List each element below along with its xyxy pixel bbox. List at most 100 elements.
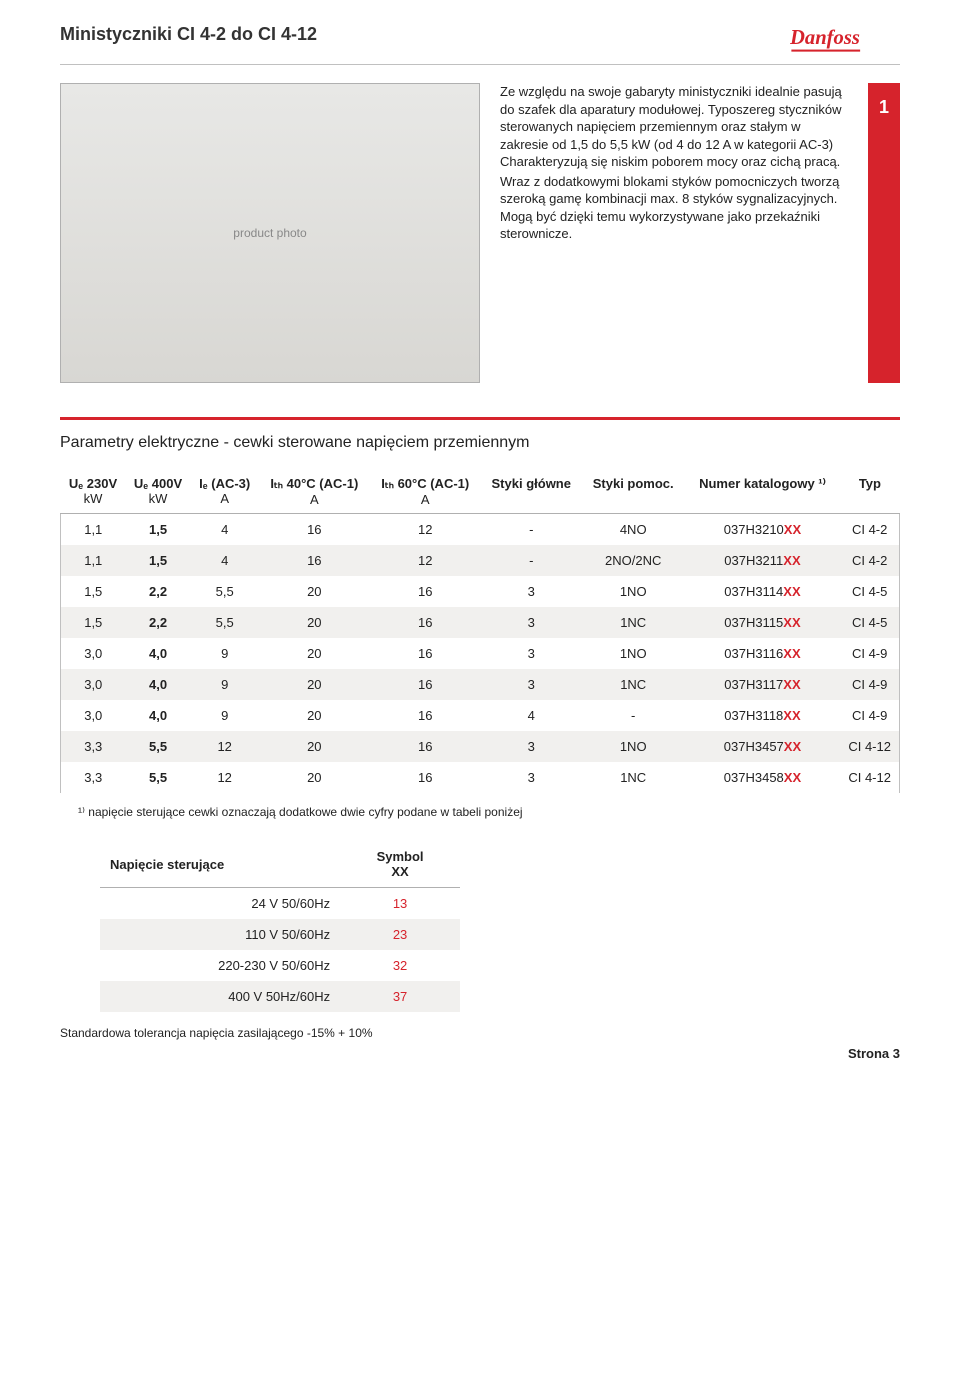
table-row: 3,04,09201631NO037H3116XXCI 4-9 [61,638,900,669]
voltage-row: 110 V 50/60Hz23 [100,919,460,950]
table-cell: 4 [191,545,259,576]
table-cell: 1,1 [61,545,126,576]
description-column: Ze względu na swoje gabaryty ministyczni… [500,83,848,383]
description-p2: Wraz z dodatkowymi blokami styków pomocn… [500,173,848,243]
table-cell: 20 [259,669,370,700]
description-p1: Ze względu na swoje gabaryty ministyczni… [500,83,848,171]
table-cell: 20 [259,576,370,607]
table-cell: 1NO [582,576,685,607]
table-cell: 3 [481,669,582,700]
voltage-row: 400 V 50Hz/60Hz37 [100,981,460,1012]
th-ith40: Iₜₕ 40°C (AC-1)A [259,470,370,514]
table-cell: 16 [370,731,481,762]
table-cell: 1,5 [61,576,126,607]
chapter-marker: 1 [868,83,900,383]
voltage-row: 24 V 50/60Hz13 [100,888,460,920]
table-cell: 20 [259,638,370,669]
table-cell: 2,2 [126,607,191,638]
voltage-code: 32 [340,950,460,981]
table-row: 1,11,541612-2NO/2NC037H3211XXCI 4-2 [61,545,900,576]
table-cell: CI 4-9 [840,669,899,700]
table-row: 3,35,512201631NC037H3458XXCI 4-12 [61,762,900,793]
chapter-number: 1 [879,97,889,383]
table-footnote: ¹⁾ napięcie sterujące cewki oznaczają do… [60,793,900,819]
table-row: 3,04,09201631NC037H3117XXCI 4-9 [61,669,900,700]
table-row: 3,35,512201631NO037H3457XXCI 4-12 [61,731,900,762]
table-cell: 16 [370,607,481,638]
table-cell: CI 4-5 [840,607,899,638]
table-cell: 12 [370,545,481,576]
table-cell: 4,0 [126,669,191,700]
voltage-label: 24 V 50/60Hz [100,888,340,920]
table-cell: 3 [481,731,582,762]
table-cell: 5,5 [126,731,191,762]
page-title: Ministyczniki CI 4-2 do CI 4-12 [60,24,317,45]
table-cell: 20 [259,731,370,762]
table-cell: 3,3 [61,762,126,793]
table-cell: 12 [191,731,259,762]
table-cell: 037H3115XX [685,607,841,638]
th-ith60: Iₜₕ 60°C (AC-1)A [370,470,481,514]
table-cell: CI 4-12 [840,762,899,793]
table-cell: 3,0 [61,700,126,731]
voltage-header-row: Napięcie sterujące Symbol XX [100,841,460,888]
product-image-alt: product photo [233,226,306,240]
table-cell: 12 [191,762,259,793]
th-ie-ac3: Iₑ (AC-3)A [191,470,259,514]
table-cell: CI 4-9 [840,638,899,669]
page-footer: Strona 3 [60,1046,900,1061]
table-cell: 20 [259,607,370,638]
voltage-label: 110 V 50/60Hz [100,919,340,950]
table-cell: 20 [259,762,370,793]
table-cell: 1NC [582,607,685,638]
table-cell: 16 [370,669,481,700]
table-cell: 16 [370,700,481,731]
th-catalog: Numer katalogowy ¹⁾ [685,470,841,514]
table-cell: 1NO [582,638,685,669]
voltage-label: 400 V 50Hz/60Hz [100,981,340,1012]
table-cell: 16 [370,576,481,607]
brand-logo: Danfoss [790,24,900,60]
th-aux-contacts: Styki pomoc. [582,470,685,514]
voltage-code: 13 [340,888,460,920]
product-image: product photo [60,83,480,383]
th-main-contacts: Styki główne [481,470,582,514]
th-type: Typ [840,470,899,514]
table-cell: 3 [481,762,582,793]
tolerance-note: Standardowa tolerancja napięcia zasilają… [60,1026,900,1040]
table-cell: 4 [481,700,582,731]
table-cell: 037H3118XX [685,700,841,731]
table-cell: 3 [481,576,582,607]
section-title: Parametry elektryczne - cewki sterowane … [60,434,900,452]
table-cell: CI 4-5 [840,576,899,607]
table-cell: 1NO [582,731,685,762]
table-cell: CI 4-12 [840,731,899,762]
table-cell: - [481,514,582,546]
table-cell: 037H3114XX [685,576,841,607]
table-cell: CI 4-9 [840,700,899,731]
table-cell: 1NC [582,762,685,793]
section-divider [60,417,900,420]
parameters-table: Uₑ 230VkW Uₑ 400VkW Iₑ (AC-3)A Iₜₕ 40°C … [60,470,900,793]
th-ue400: Uₑ 400VkW [126,470,191,514]
table-cell: 1,5 [126,514,191,546]
table-cell: - [481,545,582,576]
voltage-table: Napięcie sterujące Symbol XX 24 V 50/60H… [100,841,460,1012]
table-cell: CI 4-2 [840,514,899,546]
table-cell: 5,5 [126,762,191,793]
table-row: 1,52,25,5201631NO037H3114XXCI 4-5 [61,576,900,607]
table-row: 1,11,541612-4NO037H3210XXCI 4-2 [61,514,900,546]
intro-block: product photo Ze względu na swoje gabary… [60,83,900,383]
table-cell: 5,5 [191,576,259,607]
table-cell: 16 [370,638,481,669]
table-cell: 16 [370,762,481,793]
table-cell: 037H3116XX [685,638,841,669]
table-cell: 037H3457XX [685,731,841,762]
svg-text:Danfoss: Danfoss [790,27,860,49]
table-cell: 037H3458XX [685,762,841,793]
th-voltage: Napięcie sterujące [100,841,340,888]
table-cell: 9 [191,638,259,669]
table-cell: 4,0 [126,700,191,731]
table-cell: 4 [191,514,259,546]
table-cell: 5,5 [191,607,259,638]
